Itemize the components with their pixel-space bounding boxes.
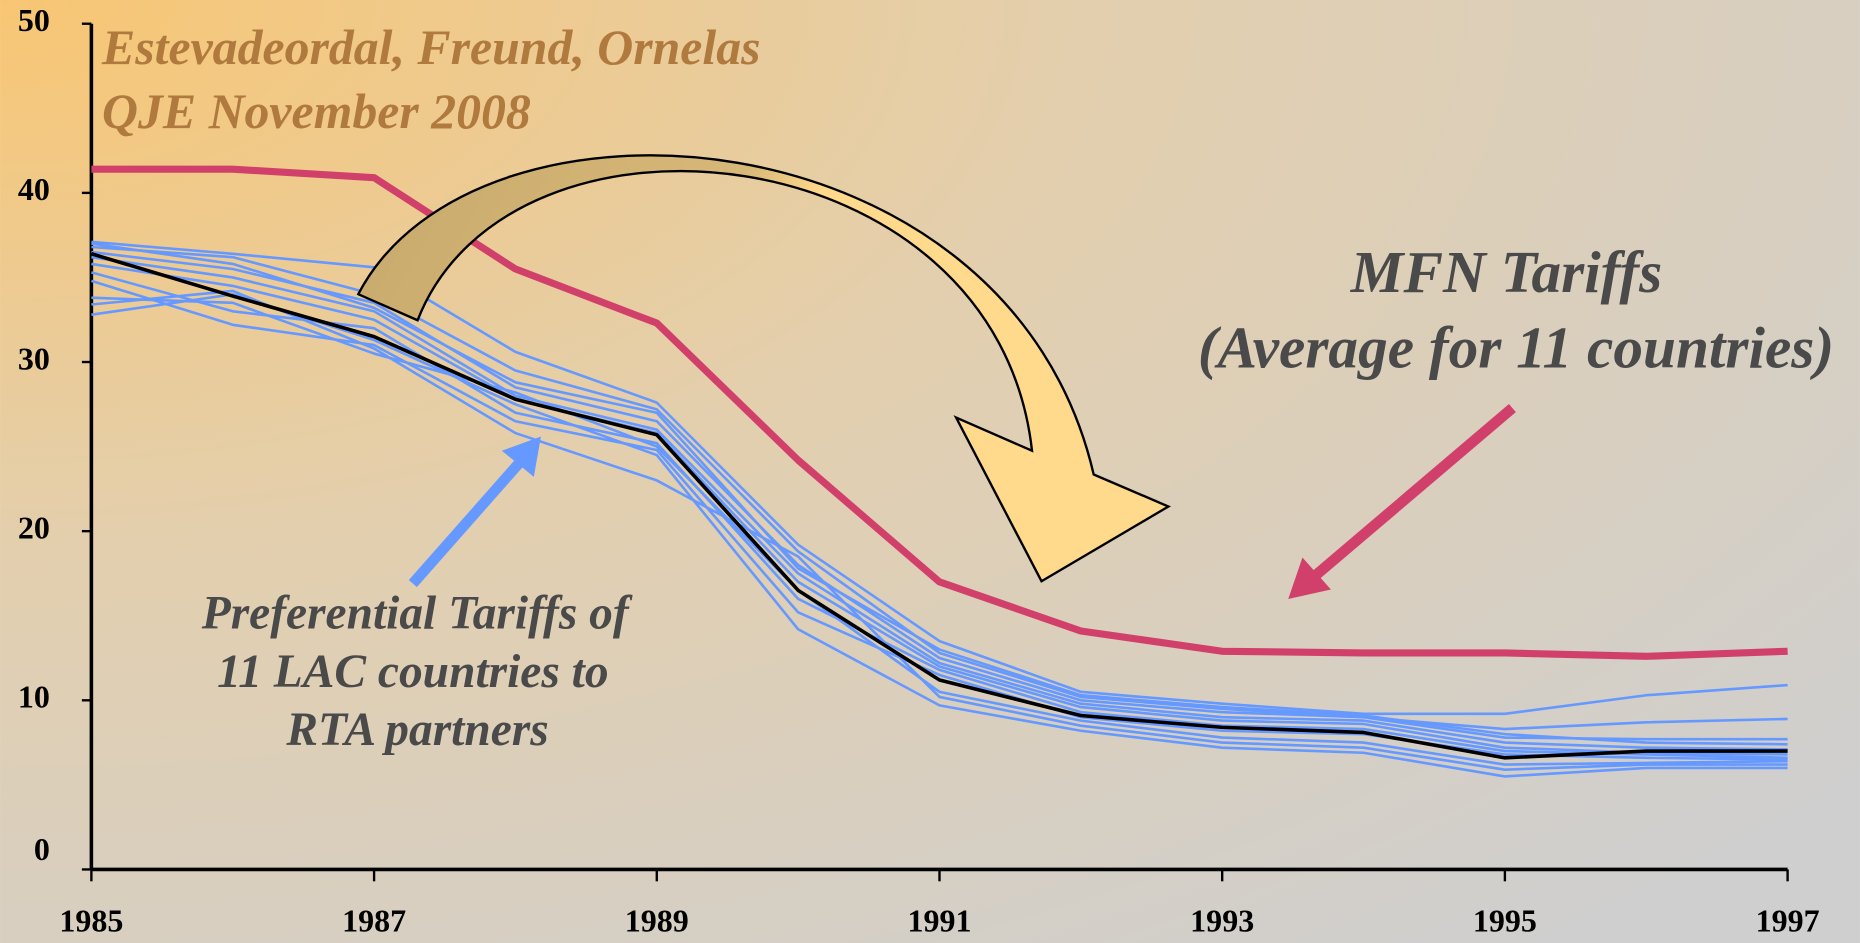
mfn-label: MFN Tariffs <box>1350 239 1662 305</box>
mfn-arrow-shaft <box>1310 403 1516 581</box>
y-tick-label: 10 <box>18 679 50 715</box>
series-line <box>91 255 1788 751</box>
series-line <box>91 250 1788 741</box>
source-note: QJE November 2008 <box>102 84 531 139</box>
series-line <box>91 271 1788 760</box>
mfn-label: (Average for 11 countries) <box>1198 315 1834 381</box>
mfn-arrow-head <box>1288 557 1331 600</box>
y-tick-label: 0 <box>34 831 50 867</box>
x-tick-label: 1987 <box>342 902 406 938</box>
x-tick-label: 1991 <box>907 902 971 938</box>
plot-area: 0 10 20 30 40 50 1985 1987 1989 1991 1993 1995 1997 <box>18 2 1820 938</box>
pref-label: RTA partners <box>285 704 548 756</box>
series-line <box>91 296 1788 766</box>
y-tick-label: 40 <box>18 171 50 207</box>
curved-arrow <box>356 154 1172 583</box>
x-tick-label: 1997 <box>1756 902 1820 938</box>
x-tick-label: 1989 <box>625 902 689 938</box>
series-line <box>91 293 1788 778</box>
series-line <box>91 262 1788 756</box>
pref-arrow-head <box>501 436 541 477</box>
series-line <box>90 279 1788 761</box>
series-line <box>90 252 1788 760</box>
series-line <box>91 165 1788 660</box>
pref-label: 11 LAC countries to <box>217 646 608 698</box>
pref-label: Preferential Tariffs of <box>201 588 633 640</box>
series-line <box>91 242 1788 746</box>
y-tick-label: 50 <box>18 2 50 38</box>
series-line <box>91 289 1788 771</box>
source-note: Estevadeordal, Freund, Ornelas <box>101 20 760 75</box>
x-tick-label: 1985 <box>59 902 123 938</box>
y-tick-label: 20 <box>18 510 50 546</box>
x-tick-label: 1993 <box>1190 902 1254 938</box>
y-tick-label: 30 <box>18 340 50 376</box>
pref-arrow-shaft <box>408 459 524 588</box>
x-tick-label: 1995 <box>1473 902 1537 938</box>
